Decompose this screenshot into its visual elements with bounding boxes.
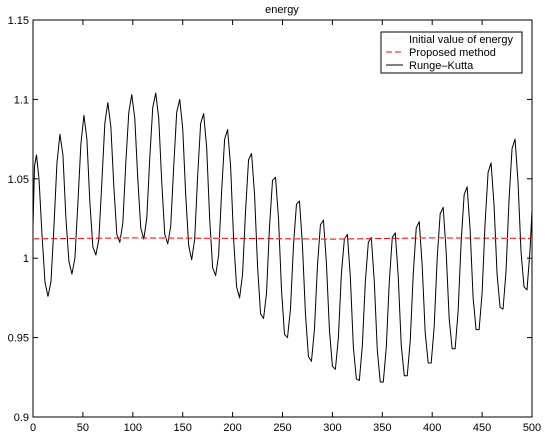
series-line-runge-kutta bbox=[33, 92, 532, 383]
chart-title: energy bbox=[265, 4, 299, 16]
x-tick-label: 100 bbox=[124, 422, 142, 434]
legend-box bbox=[380, 31, 523, 74]
series-line-proposed-method bbox=[33, 237, 532, 240]
y-tick-label: 1.1 bbox=[14, 94, 29, 106]
x-tick-label: 50 bbox=[77, 422, 89, 434]
x-tick-label: 200 bbox=[223, 422, 241, 434]
y-tick-label: 1 bbox=[23, 253, 29, 265]
y-tick-label: 0.9 bbox=[14, 412, 29, 424]
y-tick-label: 1.15 bbox=[8, 15, 29, 27]
x-tick-label: 250 bbox=[273, 422, 291, 434]
legend-label-rk: Runge–Kutta bbox=[409, 60, 474, 72]
x-tick-label: 150 bbox=[174, 422, 192, 434]
legend-label-initial: Initial value of energy bbox=[409, 34, 513, 46]
legend: Initial value of energy Proposed method … bbox=[380, 31, 523, 74]
y-axis: 0.9 0.95 1 1.05 1.1 1.15 bbox=[8, 15, 532, 424]
series-layer bbox=[33, 92, 532, 383]
x-tick-label: 350 bbox=[373, 422, 391, 434]
x-axis: 0 50 100 150 200 250 300 350 400 450 500 bbox=[30, 20, 541, 434]
y-tick-label: 0.95 bbox=[8, 333, 29, 345]
x-tick-label: 300 bbox=[323, 422, 341, 434]
y-tick-label: 1.05 bbox=[8, 174, 29, 186]
x-tick-label: 400 bbox=[423, 422, 441, 434]
legend-label-proposed: Proposed method bbox=[409, 47, 496, 59]
x-tick-label: 500 bbox=[523, 422, 541, 434]
x-tick-label: 0 bbox=[30, 422, 36, 434]
x-tick-label: 450 bbox=[473, 422, 491, 434]
